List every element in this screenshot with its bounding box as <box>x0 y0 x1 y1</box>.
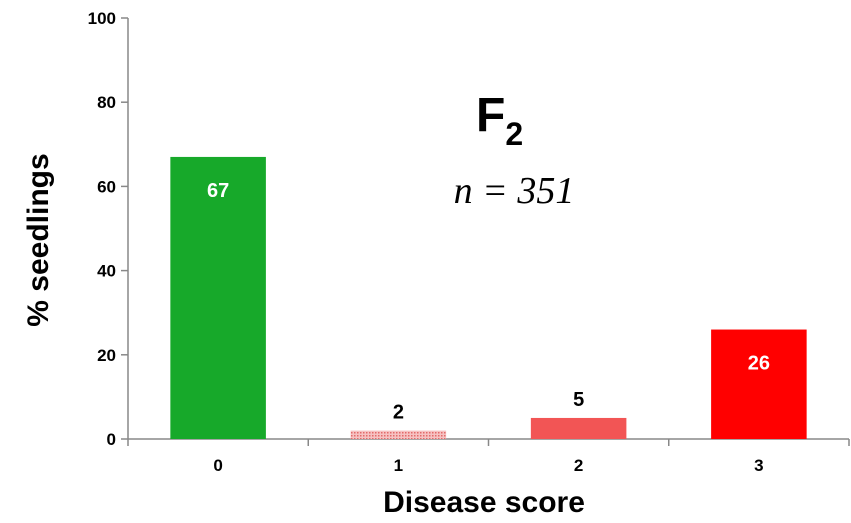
data-labels: 67 2 5 26 <box>207 180 770 424</box>
y-tick-label: 60 <box>97 177 116 196</box>
bar-0 <box>170 156 266 439</box>
data-label-3: 26 <box>748 353 770 375</box>
chart-title-subscript: 2 <box>505 116 523 152</box>
y-axis: 0 20 40 60 80 100 <box>88 9 129 449</box>
bars <box>170 156 807 439</box>
y-tick-label: 0 <box>107 430 116 449</box>
bar-2 <box>530 417 627 439</box>
data-label-2: 5 <box>573 389 584 411</box>
x-tick-label: 2 <box>574 456 583 475</box>
x-tick-label: 1 <box>394 456 403 475</box>
data-label-0: 67 <box>207 180 229 202</box>
y-axis-title: % seedlings <box>22 153 55 326</box>
x-axis-title: Disease score <box>383 486 585 519</box>
x-tick-label: 0 <box>213 456 222 475</box>
x-tick-label: 3 <box>754 456 763 475</box>
y-tick-label: 80 <box>97 93 116 112</box>
chart-annotation: n = 351 <box>454 170 575 212</box>
data-label-1: 2 <box>393 402 404 424</box>
bar-1 <box>350 430 447 439</box>
chart-title: F2 <box>476 89 523 152</box>
y-tick-label: 40 <box>97 262 116 281</box>
x-axis: 0 1 2 3 <box>127 438 850 475</box>
chart-title-main: F <box>476 89 505 142</box>
y-tick-label: 100 <box>88 9 116 28</box>
bar-3 <box>711 329 807 439</box>
y-tick-label: 20 <box>97 346 116 365</box>
